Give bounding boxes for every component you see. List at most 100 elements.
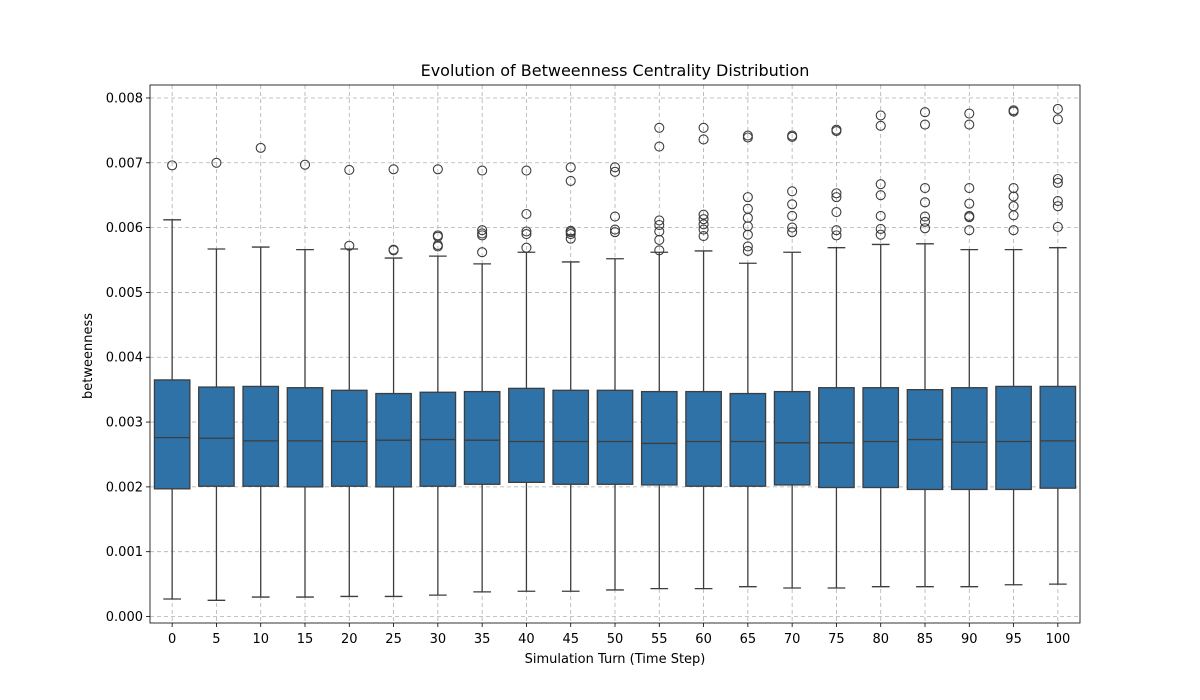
box-iqr xyxy=(950,387,988,491)
outlier-point xyxy=(919,223,931,234)
x-tick-label: 70 xyxy=(784,632,801,647)
x-tick-label: 40 xyxy=(518,632,535,647)
x-tick-label: 45 xyxy=(562,632,579,647)
box-iqr xyxy=(286,387,324,488)
outlier-point xyxy=(477,247,488,258)
box-iqr xyxy=(596,389,634,485)
box-group-65 xyxy=(729,130,767,588)
outlier-point xyxy=(432,231,443,242)
outlier-point xyxy=(964,198,975,209)
outlier-point xyxy=(654,141,665,152)
outlier-point xyxy=(875,210,886,221)
outlier-point xyxy=(742,229,753,240)
outlier-point xyxy=(654,122,665,133)
outlier-point xyxy=(787,131,798,142)
outlier-point xyxy=(521,226,532,237)
box-group-50 xyxy=(596,162,634,591)
outlier-point xyxy=(742,132,753,143)
x-axis-title: Simulation Turn (Time Step) xyxy=(525,652,706,667)
x-tick-label: 15 xyxy=(297,632,314,647)
outlier-point xyxy=(1052,103,1063,115)
outlier-point xyxy=(1008,106,1019,117)
outlier-point xyxy=(698,224,709,235)
outlier-point xyxy=(964,108,975,119)
outlier-point xyxy=(919,107,931,118)
outlier-point xyxy=(919,211,931,222)
y-tick-label: 0.007 xyxy=(106,156,143,171)
outlier-point xyxy=(609,227,621,238)
outlier-point xyxy=(1008,183,1019,194)
box-group-35 xyxy=(463,165,501,593)
outlier-point xyxy=(875,110,886,121)
x-tick-label: 65 xyxy=(740,632,757,647)
outlier-point xyxy=(1052,221,1063,233)
outlier-point xyxy=(875,223,886,234)
outlier-point xyxy=(477,225,488,236)
outlier-point xyxy=(565,175,576,186)
outlier-point xyxy=(477,165,488,176)
box-iqr xyxy=(1039,385,1077,489)
outlier-point xyxy=(477,230,488,241)
outlier-point xyxy=(875,229,886,240)
x-tick-label: 80 xyxy=(872,632,889,647)
x-axis-ticks: 0 5 10 15 20 25 30 35 40 45 50 55 60 65 70 75 80 85 90 95 10… xyxy=(168,623,1070,647)
outlier-point xyxy=(831,188,842,199)
outlier-point xyxy=(964,183,975,194)
y-tick-label: 0.006 xyxy=(106,221,143,236)
x-tick-label: 30 xyxy=(430,632,447,647)
x-tick-label: 95 xyxy=(1005,632,1022,647)
x-tick-label: 85 xyxy=(917,632,934,647)
outlier-point xyxy=(787,186,798,197)
box-iqr xyxy=(818,387,855,489)
y-tick-label: 0.003 xyxy=(106,416,143,431)
outlier-point xyxy=(698,230,709,242)
outlier-point xyxy=(831,225,842,236)
box-group-90 xyxy=(950,108,988,588)
outlier-point xyxy=(919,197,931,208)
outlier-point xyxy=(875,120,886,131)
outlier-point xyxy=(654,234,665,245)
box-iqr xyxy=(242,385,280,487)
y-tick-label: 0.001 xyxy=(106,545,143,560)
outlier-point xyxy=(609,224,621,235)
outlier-point xyxy=(521,208,532,220)
outlier-point xyxy=(698,214,709,225)
outlier-point xyxy=(255,142,266,153)
box-iqr xyxy=(862,387,900,489)
outlier-point xyxy=(1052,173,1063,185)
outlier-point xyxy=(831,192,842,203)
outlier-point xyxy=(919,119,931,130)
box-iqr xyxy=(685,390,722,487)
outlier-point xyxy=(1052,114,1063,125)
outlier-point xyxy=(1052,201,1063,212)
outlier-point xyxy=(742,245,753,256)
outlier-point xyxy=(432,164,443,175)
box-iqr xyxy=(463,390,501,485)
y-tick-label: 0.004 xyxy=(106,351,143,366)
outlier-point xyxy=(521,242,532,253)
box-series xyxy=(153,103,1077,601)
outlier-point xyxy=(787,222,798,233)
box-group-25 xyxy=(375,164,412,598)
box-group-70 xyxy=(773,130,811,589)
y-tick-label: 0.000 xyxy=(106,610,143,625)
outlier-point xyxy=(344,240,355,251)
outlier-point xyxy=(742,221,753,232)
box-iqr xyxy=(153,379,191,490)
box-iqr xyxy=(552,389,590,485)
box-group-30 xyxy=(419,164,457,596)
outlier-point xyxy=(521,229,532,240)
box-group-60 xyxy=(685,122,722,590)
outlier-point xyxy=(831,125,842,137)
outlier-point xyxy=(742,241,753,252)
box-group-0 xyxy=(153,160,191,600)
outlier-point xyxy=(964,212,975,223)
x-tick-label: 90 xyxy=(961,632,978,647)
outlier-point xyxy=(432,241,443,252)
outlier-point xyxy=(388,245,399,256)
outlier-point xyxy=(167,160,178,171)
x-tick-label: 0 xyxy=(168,632,176,647)
outlier-point xyxy=(698,134,709,145)
